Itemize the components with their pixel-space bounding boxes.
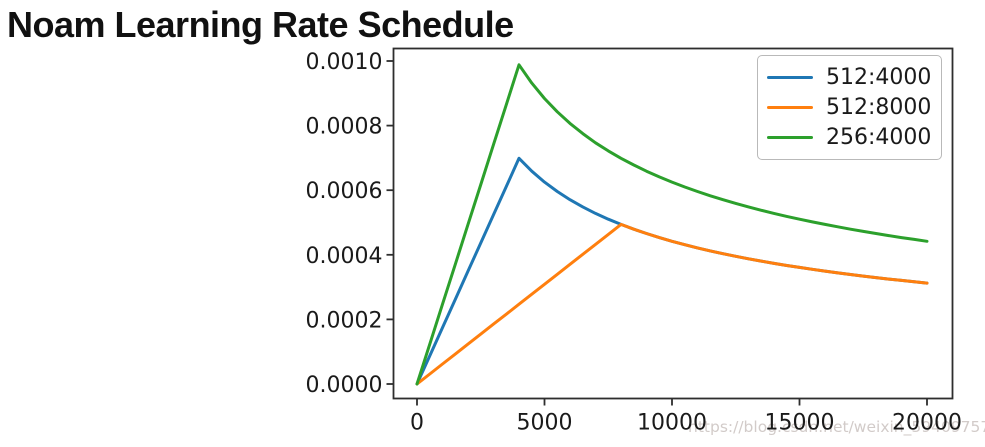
series-line-512:8000 xyxy=(415,222,929,386)
legend-line-swatch-orange xyxy=(767,105,813,110)
x-tick-label: 10000 xyxy=(637,411,707,436)
x-tick-label: 5000 xyxy=(517,411,573,436)
x-tick-label: 0 xyxy=(410,411,424,436)
chart-legend: 512:4000 512:8000 256:4000 xyxy=(757,55,942,160)
legend-item: 512:8000 xyxy=(767,95,931,120)
legend-label: 512:4000 xyxy=(826,65,932,90)
y-tick-label: 0.0004 xyxy=(306,244,383,269)
legend-label: 512:8000 xyxy=(826,95,932,120)
y-tick-label: 0.0008 xyxy=(306,115,383,140)
x-tick-label: 20000 xyxy=(892,411,962,436)
legend-line-swatch-green xyxy=(767,135,813,140)
page-title: Noam Learning Rate Schedule xyxy=(7,4,514,45)
series-line-256:4000 xyxy=(415,63,929,386)
y-tick-label: 0.0000 xyxy=(306,373,383,398)
y-tick-label: 0.0010 xyxy=(306,50,383,75)
watermark-url: https://blog.csdn.net/weixin_59409757 xyxy=(688,418,985,436)
series-line-512:4000 xyxy=(415,156,929,386)
legend-item: 256:4000 xyxy=(767,125,931,150)
y-tick-label: 0.0006 xyxy=(306,179,383,204)
x-tick-label: 15000 xyxy=(765,411,835,436)
plot-border xyxy=(392,47,954,400)
legend-item: 512:4000 xyxy=(767,65,931,90)
legend-line-swatch-blue xyxy=(767,75,813,80)
y-tick-label: 0.0002 xyxy=(306,308,383,333)
legend-label: 256:4000 xyxy=(826,125,932,150)
